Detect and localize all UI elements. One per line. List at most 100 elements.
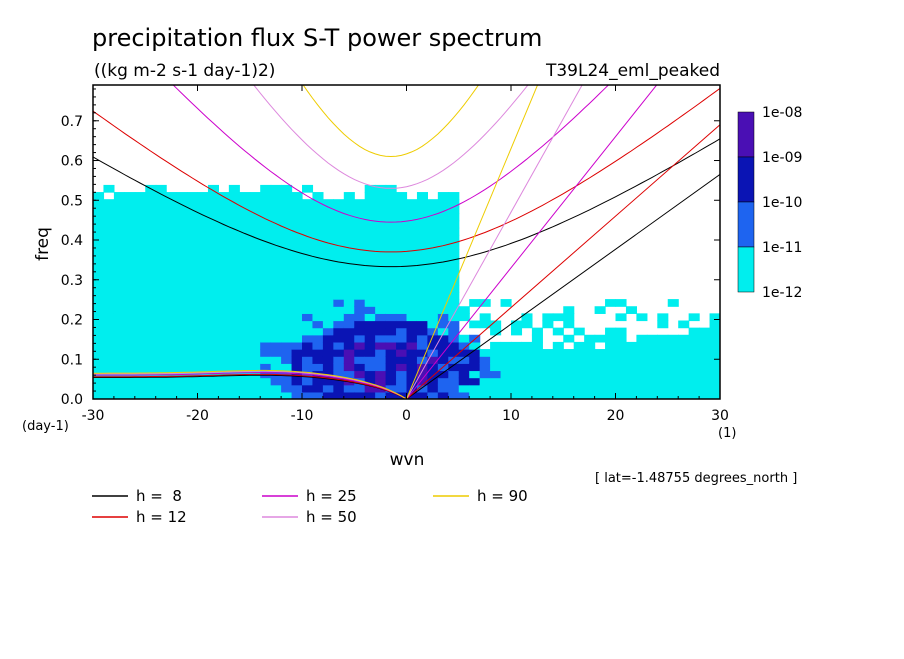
heatmap-cell [437, 284, 449, 293]
heatmap-cell [134, 199, 146, 207]
heatmap-cell [437, 263, 449, 272]
heatmap-cell [239, 299, 251, 307]
heatmap-cell [646, 384, 658, 393]
heatmap-cell [207, 199, 219, 207]
heatmap-cell [500, 363, 512, 372]
heatmap-cell [103, 306, 115, 314]
heatmap-cell [249, 320, 261, 329]
heatmap-cell [228, 192, 240, 200]
heatmap-cell [124, 334, 136, 343]
heatmap-cell [416, 313, 428, 322]
y-tick-label: 0.2 [61, 313, 83, 329]
heatmap-cell [312, 327, 324, 336]
heatmap-cell [145, 213, 157, 222]
heatmap-cell [113, 377, 125, 386]
heatmap-cell [594, 356, 606, 364]
heatmap-cell [291, 391, 303, 399]
heatmap-cell [605, 327, 617, 336]
heatmap-cell [281, 291, 293, 300]
heatmap-cell [113, 384, 125, 393]
heatmap-cell [333, 370, 345, 379]
heatmap-cell [134, 206, 146, 215]
heatmap-cell [218, 213, 230, 222]
heatmap-cell [364, 341, 376, 350]
heatmap-cell [103, 234, 115, 243]
heatmap-cell [176, 313, 188, 322]
heatmap-cell [406, 227, 418, 236]
heatmap-cell [354, 370, 366, 379]
heatmap-cell [500, 356, 512, 364]
heatmap-cell [448, 242, 460, 250]
heatmap-cell [166, 263, 178, 272]
heatmap-cell [281, 206, 293, 215]
heatmap-cell [260, 391, 272, 399]
heatmap-cell [375, 391, 387, 399]
heatmap-cell [249, 256, 261, 265]
heatmap-cell [354, 349, 366, 357]
heatmap-cell [406, 270, 418, 279]
heatmap-cell [145, 234, 157, 243]
heatmap-cell [187, 320, 199, 329]
heatmap-cell [448, 206, 460, 215]
heatmap-cell [155, 206, 167, 215]
heatmap-cell [103, 263, 115, 272]
heatmap-cell [667, 299, 679, 307]
heatmap-cell [584, 377, 596, 386]
heatmap-cell [270, 234, 282, 243]
heatmap-cell [155, 306, 167, 314]
heatmap-cell [302, 299, 314, 307]
heatmap-cell [511, 320, 523, 329]
heatmap-cell [291, 234, 303, 243]
heatmap-cell [458, 356, 470, 364]
heatmap-cell [281, 284, 293, 293]
heatmap-cell [437, 206, 449, 215]
heatmap-cell [375, 370, 387, 379]
heatmap-cell [134, 234, 146, 243]
heatmap-cell [448, 199, 460, 207]
heatmap-cell [155, 363, 167, 372]
heatmap-cell [93, 220, 105, 229]
heatmap-cell [270, 199, 282, 207]
heatmap-cell [573, 377, 585, 386]
heatmap-cell [333, 356, 345, 364]
heatmap-cell [134, 334, 146, 343]
heatmap-cell [113, 263, 125, 272]
heatmap-cell [239, 199, 251, 207]
heatmap-cell [207, 284, 219, 293]
heatmap-cell [364, 313, 376, 322]
heatmap-cell [103, 199, 115, 207]
heatmap-cell [260, 206, 272, 215]
heatmap-cell [155, 334, 167, 343]
heatmap-cell [364, 327, 376, 336]
heatmap-cell [354, 299, 366, 307]
heatmap-cell [343, 356, 355, 364]
heatmap-cell [291, 192, 303, 200]
heatmap-cell [375, 227, 387, 236]
heatmap-cell [103, 227, 115, 236]
heatmap-cell [249, 377, 261, 386]
heatmap-cell [469, 356, 481, 364]
heatmap-cell [678, 320, 690, 329]
heatmap-cell [187, 263, 199, 272]
heatmap-cell [552, 349, 564, 357]
heatmap-cell [312, 234, 324, 243]
heatmap-cell [260, 242, 272, 250]
heatmap-cell [437, 220, 449, 229]
heatmap-cell [103, 277, 115, 286]
heatmap-cell [354, 327, 366, 336]
heatmap-cell [155, 199, 167, 207]
heatmap-cell [688, 356, 700, 364]
heatmap-cell [197, 334, 209, 343]
heatmap-cell [427, 391, 439, 399]
heatmap-cell [469, 341, 481, 350]
heatmap-cell [239, 192, 251, 200]
heatmap-cell [176, 341, 188, 350]
heatmap-cell [302, 327, 314, 336]
heatmap-cell [354, 356, 366, 364]
heatmap-cell [552, 384, 564, 393]
heatmap-cell [667, 384, 679, 393]
heatmap-cell [187, 313, 199, 322]
heatmap-cell [281, 249, 293, 257]
heatmap-cell [636, 341, 648, 350]
heatmap-cell [239, 306, 251, 314]
